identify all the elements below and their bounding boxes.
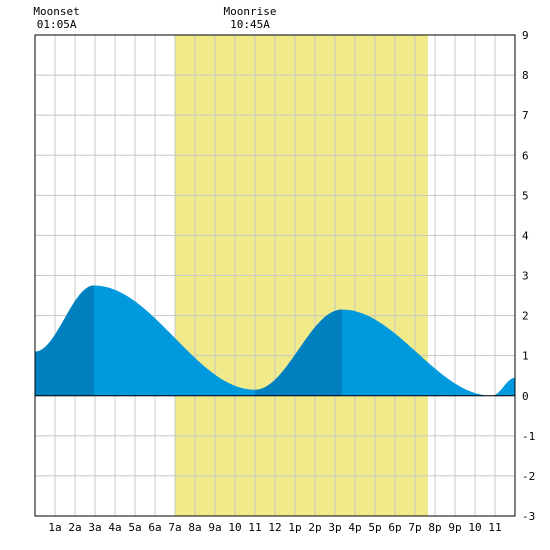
x-tick-label: 11 — [248, 521, 261, 534]
x-tick-label: 3p — [328, 521, 341, 534]
moonset-label: Moonset — [33, 5, 79, 18]
y-tick-label: 3 — [522, 270, 529, 283]
x-tick-label: 7a — [168, 521, 181, 534]
y-tick-label: 9 — [522, 29, 529, 42]
y-tick-label: -1 — [522, 430, 535, 443]
x-tick-label: 5p — [368, 521, 381, 534]
x-tick-label: 8p — [428, 521, 441, 534]
moonrise-label: Moonrise — [224, 5, 277, 18]
x-tick-label: 6a — [148, 521, 161, 534]
x-tick-label: 10 — [228, 521, 241, 534]
x-tick-label: 4p — [348, 521, 361, 534]
y-tick-label: 4 — [522, 229, 529, 242]
x-tick-label: 3a — [88, 521, 101, 534]
x-tick-label: 12 — [268, 521, 281, 534]
y-tick-label: -3 — [522, 510, 535, 523]
x-tick-label: 5a — [128, 521, 141, 534]
y-tick-label: 2 — [522, 310, 529, 323]
moonset-time: 01:05A — [37, 18, 77, 31]
tide-rising-area — [35, 285, 94, 396]
y-tick-label: 7 — [522, 109, 529, 122]
x-tick-label: 6p — [388, 521, 401, 534]
tide-rising-area — [255, 309, 342, 396]
x-tick-label: 2p — [308, 521, 321, 534]
x-tick-label: 9p — [448, 521, 461, 534]
x-tick-label: 1a — [48, 521, 61, 534]
x-tick-label: 8a — [188, 521, 201, 534]
x-tick-label: 11 — [488, 521, 501, 534]
y-tick-label: 0 — [522, 390, 529, 403]
x-tick-label: 10 — [468, 521, 481, 534]
y-tick-label: 6 — [522, 149, 529, 162]
x-tick-label: 4a — [108, 521, 121, 534]
y-tick-label: 1 — [522, 350, 529, 363]
y-tick-label: -2 — [522, 470, 535, 483]
y-tick-label: 8 — [522, 69, 529, 82]
x-tick-label: 2a — [68, 521, 81, 534]
moonrise-time: 10:45A — [230, 18, 270, 31]
tide-area — [35, 285, 515, 396]
x-tick-label: 7p — [408, 521, 421, 534]
plot-frame — [34, 34, 516, 517]
x-tick-label: 9a — [208, 521, 221, 534]
y-tick-label: 5 — [522, 189, 529, 202]
x-tick-label: 1p — [288, 521, 301, 534]
